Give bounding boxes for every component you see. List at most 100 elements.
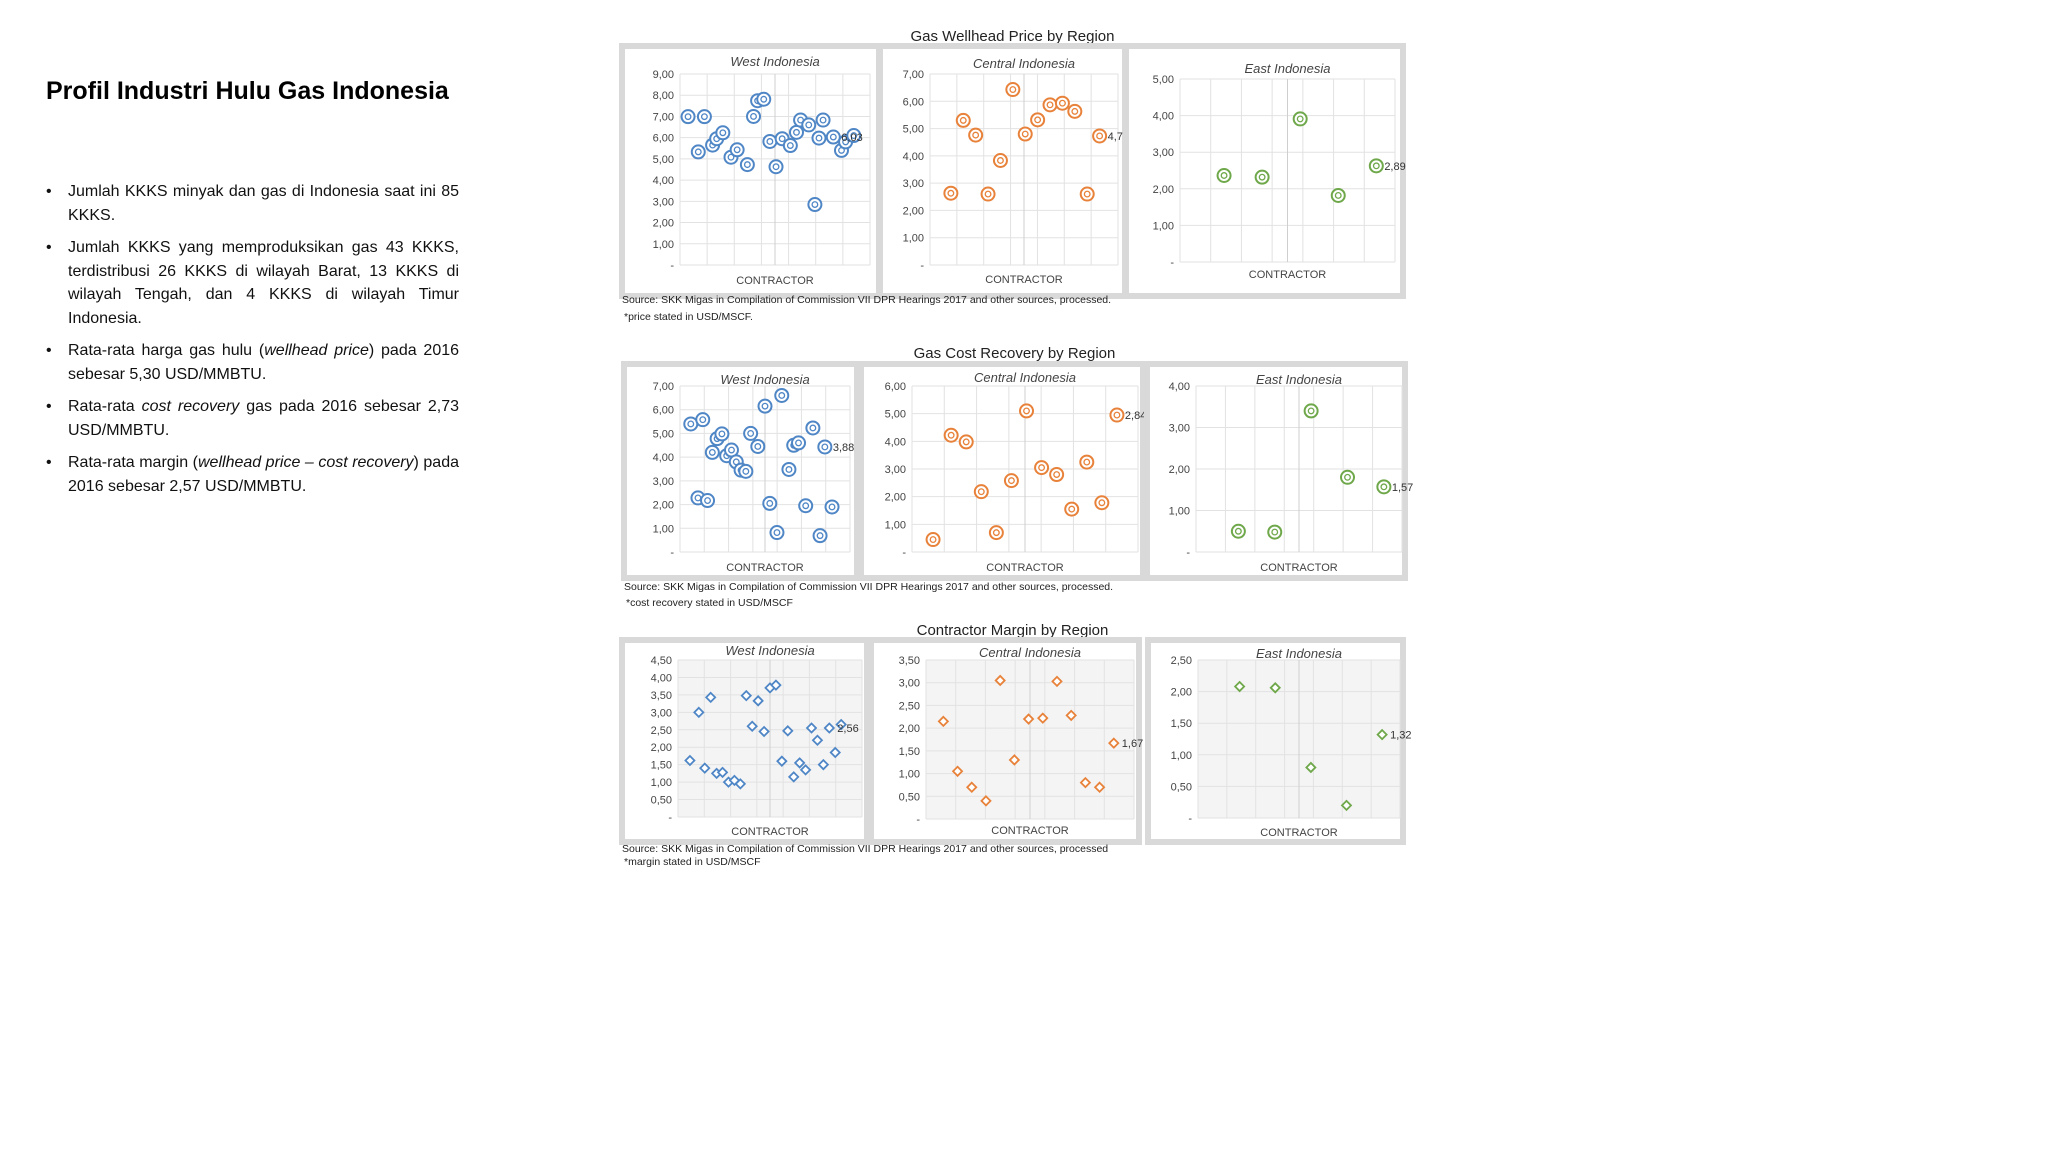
data-point (734, 778, 747, 790)
data-point (1049, 467, 1065, 483)
data-point-outer (680, 109, 696, 125)
data-point (801, 117, 817, 133)
data-point-outer (958, 434, 974, 450)
data-point (1022, 713, 1035, 725)
data-point-inner (795, 439, 802, 447)
data-label: 1,32 (1390, 730, 1411, 742)
data-point (958, 434, 974, 450)
data-point-inner (699, 416, 707, 424)
data-point-inner (929, 536, 937, 543)
data-point (739, 157, 755, 173)
y-tick-label: 4,00 (903, 151, 924, 163)
y-tick-label: 1,50 (651, 760, 672, 772)
data-point-outer (782, 138, 798, 154)
data-point (690, 144, 706, 160)
data-point-outer (980, 186, 996, 202)
data-point (770, 679, 782, 691)
data-point-outer (943, 427, 959, 443)
data-point-inner (766, 138, 774, 145)
data-point (1216, 167, 1232, 183)
data-point-inner (1234, 527, 1242, 535)
data-point (811, 734, 824, 747)
y-tick-label: 1,00 (1153, 220, 1174, 232)
bullet-item: Jumlah KKKS minyak dan gas di Indonesia … (46, 180, 459, 227)
data-label: 3,88 (833, 442, 854, 454)
y-tick-label: 5,00 (903, 124, 924, 136)
data-point (943, 185, 959, 201)
y-tick-label: 2,00 (653, 500, 674, 512)
data-point-outer (807, 197, 823, 213)
data-point (1067, 103, 1083, 119)
data-point-inner (815, 134, 823, 142)
panel-title: Central Indonesia (979, 645, 1081, 660)
data-point (768, 159, 784, 175)
data-point-inner (1096, 132, 1104, 140)
y-tick-label: 5,00 (653, 428, 674, 440)
x-axis-label: CONTRACTOR (1249, 269, 1326, 281)
data-point-outer (729, 142, 745, 158)
data-point (1079, 186, 1095, 202)
data-point-inner (785, 466, 793, 473)
data-point-outer (925, 532, 941, 548)
data-point-outer (788, 124, 804, 140)
data-point-outer (1064, 501, 1080, 517)
data-point-outer (1079, 454, 1095, 470)
data-point-outer (1340, 469, 1355, 485)
data-point-outer (801, 117, 817, 133)
data-point-outer (695, 412, 711, 428)
panel-central: - 0,50 1,00 1,50 2,00 2,50 3,00 3,50 Central Ind… (868, 637, 1143, 845)
data-point (812, 528, 828, 544)
x-axis-label: CONTRACTOR (736, 275, 813, 287)
data-point (762, 495, 778, 511)
data-point-inner (727, 153, 735, 161)
data-point-outer (846, 128, 862, 144)
y-tick-label: 3,00 (903, 178, 924, 190)
y-tick-label: 5,00 (653, 154, 674, 166)
y-tick-label: 5,00 (885, 409, 906, 421)
data-point (684, 754, 696, 767)
data-point-outer (762, 133, 778, 149)
data-point (756, 91, 772, 107)
data-point-outer (943, 185, 959, 201)
data-point-outer (805, 420, 821, 436)
data-point-outer (750, 438, 766, 454)
figure-1: Gas Wellhead Price by Region - 1,00 2,00 3,0… (619, 28, 1406, 323)
y-tick-label: 9,00 (653, 69, 674, 81)
data-point-inner (850, 132, 858, 139)
data-point (1094, 495, 1110, 511)
data-point (965, 781, 978, 793)
data-point-outer (1376, 479, 1392, 495)
bullet-list: Jumlah KKKS minyak dan gas di Indonesia … (46, 180, 459, 507)
y-tick-label: - (916, 814, 920, 826)
figure-note: *cost recovery stated in USD/MSCF (626, 597, 793, 609)
data-point (704, 444, 720, 460)
data-point (1340, 799, 1353, 812)
bullet-text: ) pada 2016 sebesar 5,30 USD/MMBTU. (68, 342, 460, 383)
data-point-inner (962, 438, 970, 446)
data-point (925, 532, 941, 548)
data-point-inner (1372, 162, 1380, 170)
data-point (1230, 523, 1246, 539)
panel-title: Central Indonesia (974, 370, 1076, 385)
data-point-inner (811, 201, 819, 208)
data-point-outer (973, 484, 989, 500)
bullet-text: Rata-rata harga gas hulu ( (68, 342, 265, 359)
y-tick-label: 1,00 (653, 523, 674, 535)
data-point (729, 142, 745, 158)
data-point-inner (742, 467, 750, 475)
y-tick-label: 4,00 (651, 672, 672, 684)
data-point-inner (821, 443, 829, 451)
y-tick-label: 2,50 (899, 700, 920, 712)
data-point-inner (947, 189, 955, 197)
y-tick-label: 2,00 (903, 205, 924, 217)
panel-title: West Indonesia (730, 54, 819, 69)
panel-west: - 0,50 1,00 1,50 2,00 2,50 3,00 3,50 4,00 4,50 Wes… (619, 637, 870, 845)
data-point-outer (715, 125, 731, 141)
data-point-inner (1098, 499, 1106, 507)
data-point (715, 125, 731, 141)
data-point-inner (805, 121, 813, 129)
data-point (937, 715, 950, 728)
y-tick-label: 3,00 (651, 707, 672, 719)
y-tick-label: 4,00 (1169, 381, 1190, 393)
data-point (846, 128, 862, 144)
